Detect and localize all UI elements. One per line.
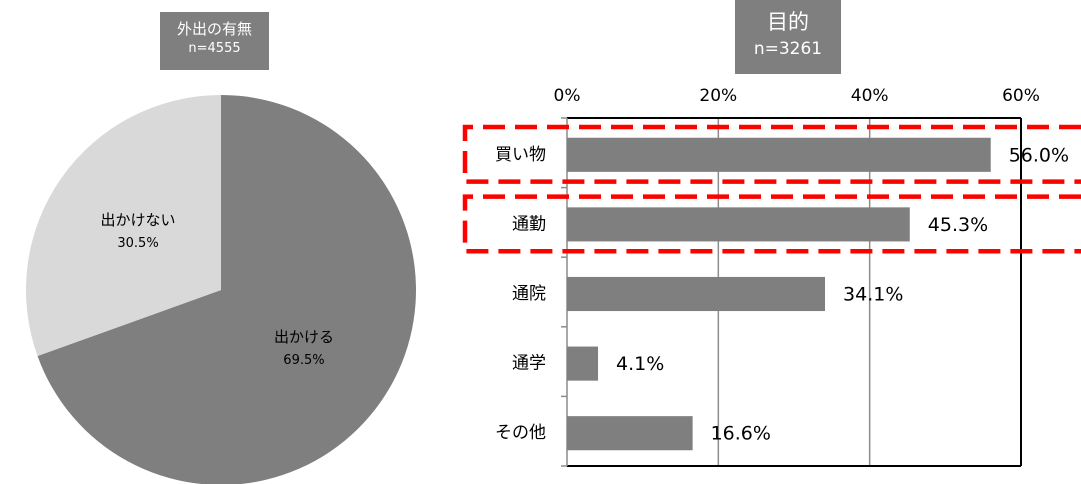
value-label: 45.3% — [928, 214, 988, 236]
bar-sample-size: n=3261 — [753, 39, 823, 59]
value-label: 34.1% — [843, 284, 903, 306]
x-tick-label: 60% — [1002, 86, 1040, 106]
bar — [567, 276, 826, 312]
pie-slice-value: 30.5% — [117, 236, 158, 251]
highlight-frame — [462, 194, 1081, 254]
bar-title: 目的 — [767, 10, 809, 34]
highlight-frame — [462, 124, 1081, 184]
category-label: 通院 — [512, 284, 546, 304]
pie-title: 外出の有無 — [176, 20, 252, 38]
x-tick-label: 0% — [554, 86, 581, 106]
pie-slice — [25, 95, 221, 357]
category-label: 通学 — [512, 354, 546, 374]
bar — [567, 207, 910, 242]
bar-title-box: 目的 n=3261 — [735, 0, 841, 74]
pie-slice-label: 出かける — [274, 328, 334, 346]
x-tick-label: 40% — [851, 86, 889, 106]
pie-sample-size: n=4555 — [188, 41, 241, 56]
pie-slice — [37, 95, 416, 484]
category-label: その他 — [495, 423, 546, 443]
bar — [567, 346, 599, 381]
category-label: 買い物 — [495, 145, 546, 165]
pie-chart: 出かける 69.5% 出かけない 30.5% — [25, 95, 416, 484]
value-label: 16.6% — [711, 423, 771, 445]
bar-chart: 0% 20% 40% 60% 買い物 56.0% 通勤 45.3% 通院 34.1% 通学 4.1% そ… — [462, 86, 1081, 467]
x-tick-label: 20% — [699, 86, 737, 106]
bar — [567, 416, 693, 451]
pie-title-box: 外出の有無 n=4555 — [160, 12, 269, 70]
category-label: 通勤 — [512, 214, 546, 234]
bar — [567, 137, 991, 172]
pie-slice-label: 出かけない — [101, 211, 176, 229]
pie-slice-value: 69.5% — [283, 353, 324, 368]
value-label: 56.0% — [1009, 144, 1069, 166]
value-label: 4.1% — [616, 353, 664, 375]
